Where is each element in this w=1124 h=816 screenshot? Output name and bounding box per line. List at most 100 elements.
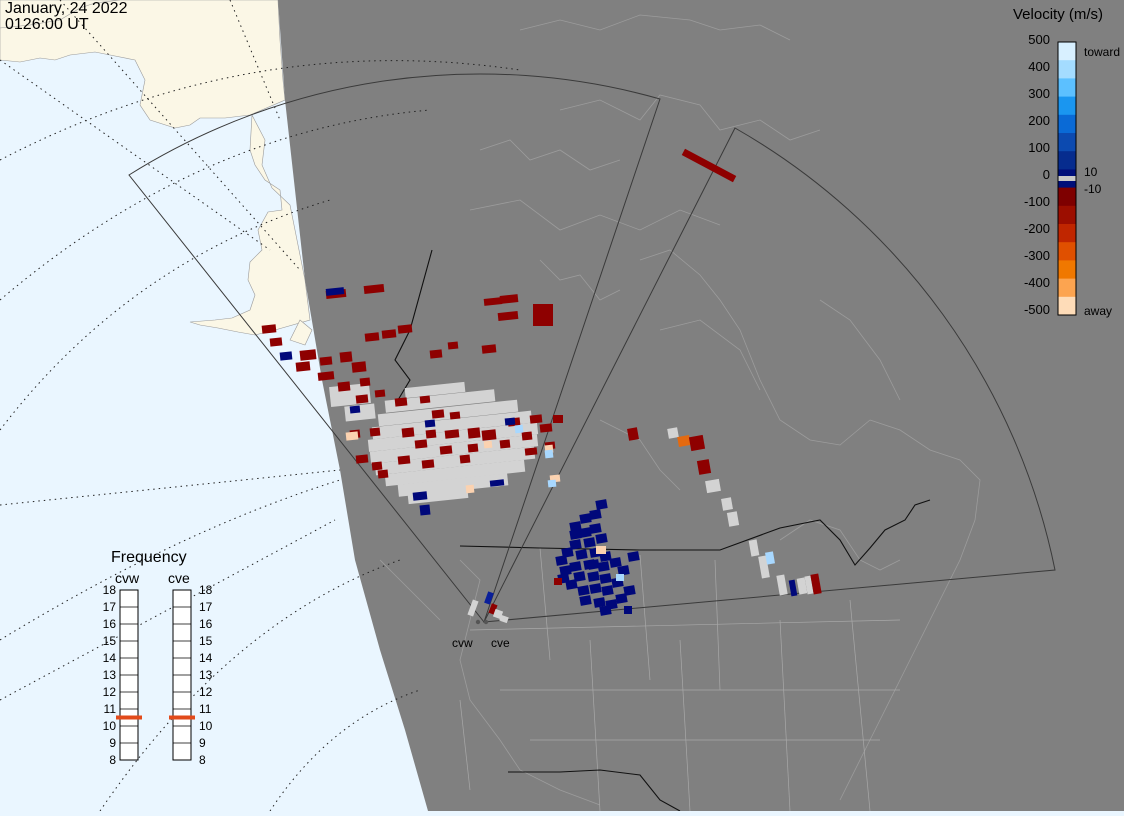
scatter-cell bbox=[796, 577, 808, 595]
scatter-cell bbox=[579, 527, 592, 538]
colorbar-segment bbox=[1058, 278, 1076, 298]
velocity-tick-label: 100 bbox=[1028, 140, 1050, 155]
scatter-cell bbox=[349, 405, 361, 414]
freq-scale-label: 18 bbox=[199, 583, 213, 597]
scatter-cell bbox=[414, 439, 428, 449]
freq-scale-label: 11 bbox=[199, 702, 212, 716]
legend-inner-label-10: 10 bbox=[1084, 165, 1098, 179]
scatter-cell bbox=[589, 583, 602, 594]
scatter-cell bbox=[467, 599, 479, 617]
scatter-cell bbox=[533, 304, 553, 326]
scatter-cell bbox=[345, 431, 359, 441]
scatter-cell bbox=[384, 389, 496, 413]
scatter-cell bbox=[667, 427, 679, 439]
scatter-cell bbox=[553, 415, 563, 423]
scatter-cell bbox=[351, 361, 367, 373]
scatter-cell bbox=[465, 484, 475, 494]
colorbar-frame bbox=[1057, 41, 1077, 316]
velocity-tick-label: -200 bbox=[1023, 221, 1050, 236]
colorbar-segment bbox=[1058, 242, 1076, 261]
freq-scale-label: 12 bbox=[199, 685, 213, 699]
scatter-cell bbox=[261, 324, 277, 334]
scatter-cell bbox=[404, 381, 466, 399]
scatter-cell bbox=[364, 332, 380, 342]
colorbar-segment bbox=[1058, 133, 1076, 152]
colorbar-segment bbox=[1058, 260, 1076, 280]
velocity-tick-label: 400 bbox=[1028, 59, 1050, 74]
scatter-cell bbox=[569, 521, 582, 532]
scatter-cell bbox=[299, 349, 317, 361]
colorbar-segment bbox=[1058, 296, 1076, 316]
scatter-cell bbox=[589, 523, 602, 534]
scatter-cell bbox=[579, 595, 592, 606]
colorbar-zero-band bbox=[1058, 176, 1076, 181]
scatter-cell bbox=[359, 377, 371, 387]
scatter-cell bbox=[459, 454, 471, 464]
scatter-cell bbox=[355, 454, 369, 464]
frequency-bars bbox=[116, 589, 195, 761]
freq-marker-cvw bbox=[116, 715, 142, 720]
velocity-legend-title: Velocity (m/s) bbox=[1013, 6, 1104, 23]
scatter-cell bbox=[319, 356, 333, 366]
scatter-cell bbox=[681, 148, 737, 183]
scatter-cell bbox=[615, 593, 628, 604]
scatter-cell bbox=[577, 585, 590, 596]
scatter-cell bbox=[569, 529, 582, 540]
scatter-cell bbox=[492, 608, 504, 620]
scatter-cell bbox=[488, 603, 498, 615]
scatter-cell bbox=[616, 574, 624, 581]
scatter-cell bbox=[467, 427, 481, 439]
scatter-cell bbox=[810, 573, 822, 595]
scatter-cell bbox=[447, 341, 459, 350]
scatter-cell bbox=[425, 429, 437, 439]
scatter-cell bbox=[514, 424, 524, 434]
scatter-cell bbox=[559, 565, 572, 576]
scatter-cell bbox=[355, 394, 369, 404]
scatter-cell bbox=[481, 429, 497, 441]
scatter-cell bbox=[279, 351, 293, 361]
scatter-cell bbox=[371, 461, 383, 471]
scatter-cell bbox=[547, 479, 557, 488]
scatter-cell bbox=[497, 310, 519, 322]
scatter-cell bbox=[424, 419, 436, 428]
scatter-cell bbox=[601, 585, 614, 596]
scatter-cell bbox=[467, 443, 479, 453]
scatter-cell bbox=[483, 297, 503, 306]
scatter-cell bbox=[627, 427, 639, 441]
scatter-cell bbox=[374, 446, 536, 476]
velocity-tick-label: -500 bbox=[1023, 302, 1050, 317]
scatter-cell bbox=[569, 561, 582, 572]
freq-scale-label: 14 bbox=[199, 651, 213, 665]
backscatter-layer bbox=[261, 148, 822, 624]
scatter-cell bbox=[677, 435, 691, 447]
freq-radar-label-cve: cve bbox=[168, 570, 190, 586]
scatter-cell bbox=[788, 579, 798, 597]
scatter-cell bbox=[439, 445, 453, 455]
scatter-cell bbox=[544, 449, 554, 459]
velocity-tick-label: -400 bbox=[1023, 275, 1050, 290]
scatter-cell bbox=[696, 459, 712, 475]
province-borders bbox=[459, 547, 901, 812]
night-region bbox=[278, 0, 1124, 811]
scatter-cell bbox=[726, 511, 740, 527]
freq-scale-label: 10 bbox=[102, 719, 116, 733]
freq-scale-label: 15 bbox=[102, 634, 116, 648]
scatter-cell bbox=[599, 605, 612, 616]
freq-scale-label: 15 bbox=[199, 634, 213, 648]
colorbar-segment bbox=[1058, 114, 1076, 134]
colorbar-segment bbox=[1058, 224, 1076, 243]
date-label: January, 24 2022 bbox=[5, 0, 128, 17]
freq-scale-label: 8 bbox=[199, 753, 206, 767]
scatter-cell bbox=[412, 491, 428, 501]
velocity-tick-label: -100 bbox=[1023, 194, 1050, 209]
scatter-cell bbox=[595, 499, 608, 510]
scatter-cell bbox=[595, 533, 608, 544]
radar-site-cve bbox=[483, 619, 489, 625]
scatter-cell bbox=[363, 283, 385, 295]
scatter-cell bbox=[419, 504, 431, 516]
national-borders bbox=[394, 249, 931, 812]
scatter-cell bbox=[599, 573, 612, 584]
day-land bbox=[0, 0, 313, 346]
scatter-cell bbox=[484, 591, 494, 605]
